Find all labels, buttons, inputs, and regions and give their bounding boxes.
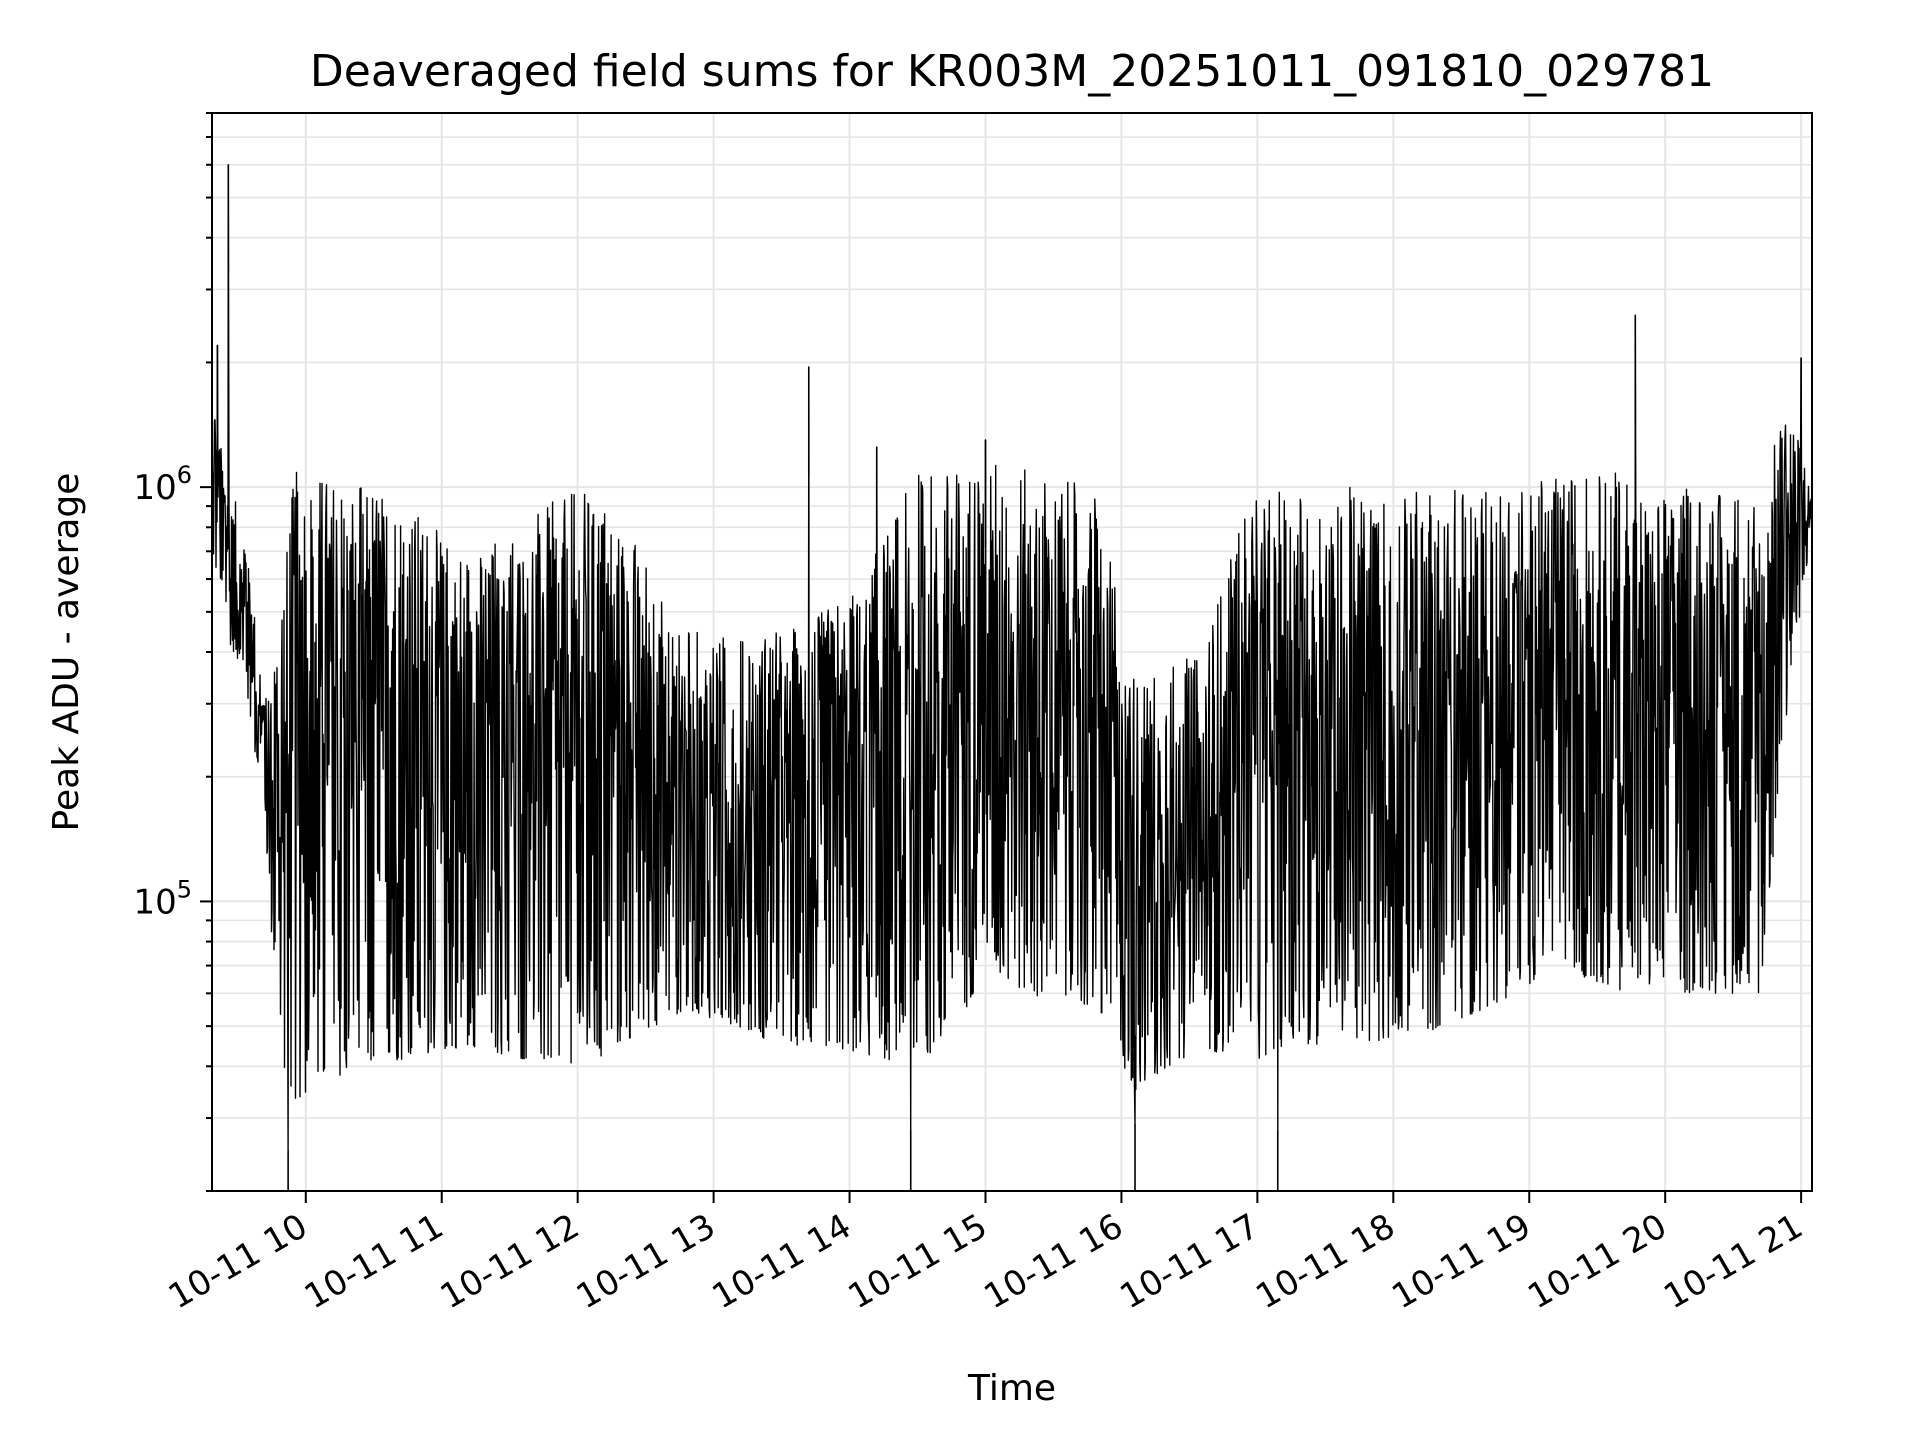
y-tick-base: 10 [133, 882, 176, 922]
y-tick-label: 105 [133, 875, 192, 922]
x-tick-label: 10-11 18 [1249, 1206, 1401, 1317]
x-tick-label: 10-11 11 [298, 1206, 450, 1317]
x-tick-label: 10-11 21 [1657, 1206, 1809, 1317]
y-tick-base: 10 [133, 468, 176, 508]
x-tick-label: 10-11 20 [1521, 1206, 1673, 1317]
x-tick-label: 10-11 17 [1113, 1206, 1265, 1317]
y-tick-exponent: 5 [177, 875, 192, 903]
series-peak-adu [212, 164, 1812, 1191]
y-tick-label: 106 [133, 461, 192, 508]
x-tick-label: 10-11 16 [978, 1206, 1130, 1317]
x-tick-label: 10-11 15 [842, 1206, 994, 1317]
y-axis-label: Peak ADU - average [46, 473, 87, 832]
x-tick-label: 10-11 10 [162, 1206, 314, 1317]
x-tick-label: 10-11 13 [570, 1206, 722, 1317]
y-tick-exponent: 6 [177, 461, 192, 489]
x-axis-label: Time [967, 1368, 1056, 1409]
x-tick-label: 10-11 19 [1385, 1206, 1537, 1317]
x-tick-label: 10-11 14 [706, 1206, 858, 1317]
chart-title: Deaveraged field sums for KR003M_2025101… [310, 46, 1714, 97]
series-line [212, 164, 1812, 1152]
x-tick-label: 10-11 12 [434, 1206, 586, 1317]
